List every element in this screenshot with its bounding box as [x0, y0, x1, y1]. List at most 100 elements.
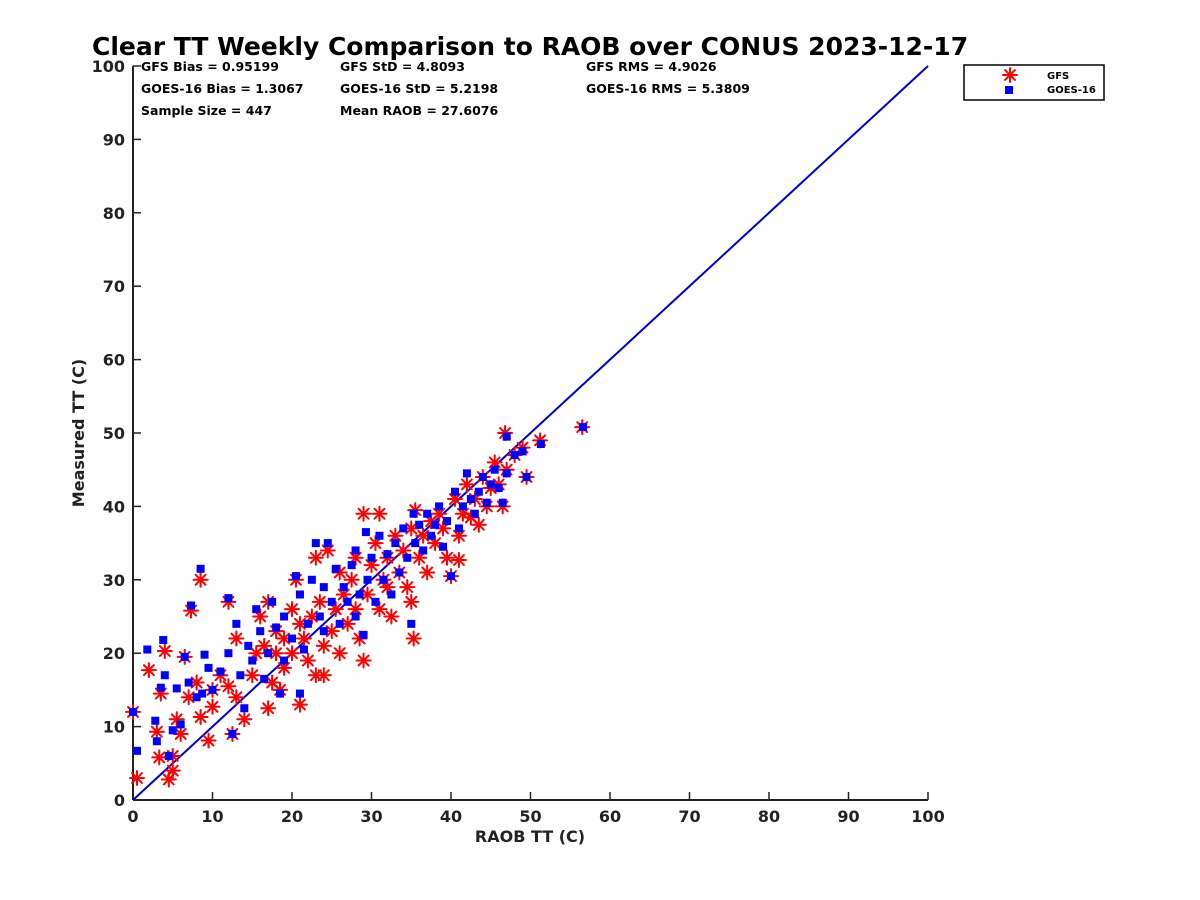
x-tick-label: 90 [837, 807, 859, 826]
goes-point [184, 678, 193, 687]
y-tick-label: 30 [103, 571, 125, 590]
goes-legend-square [1005, 86, 1013, 94]
goes-point [260, 674, 269, 683]
gfs-point [299, 652, 316, 669]
goes-point [291, 572, 300, 581]
goes-point [268, 597, 277, 606]
goes-point [244, 641, 253, 650]
x-tick-label: 20 [281, 807, 303, 826]
gfs-point [419, 564, 436, 581]
gfs-point [403, 593, 420, 610]
goes-point [518, 447, 527, 456]
gfs-point [470, 516, 487, 533]
legend-goes-label: GOES-16 [1047, 85, 1096, 96]
x-tick-label: 0 [127, 807, 138, 826]
goes-point [151, 716, 160, 725]
x-tick-label: 30 [360, 807, 382, 826]
goes-rms-stat: GOES-16 RMS = 5.3809 [586, 81, 750, 96]
gfs-point [399, 579, 416, 596]
gfs-point [405, 630, 422, 647]
goes-point [351, 612, 360, 621]
goes-point [439, 542, 448, 551]
gfs-point [156, 642, 173, 659]
goes-point [536, 440, 545, 449]
gfs-point [439, 549, 456, 566]
goes-point [204, 663, 213, 672]
goes-point [498, 498, 507, 507]
gfs-point [363, 557, 380, 574]
goes-point [156, 683, 165, 692]
gfs-point [359, 586, 376, 603]
goes-point [307, 575, 316, 584]
y-axis-label: Measured TT (C) [69, 359, 88, 507]
x-tick-label: 50 [519, 807, 541, 826]
goes-point [407, 619, 416, 628]
goes-point [187, 601, 196, 610]
gfs-point [450, 551, 467, 568]
goes-point [339, 583, 348, 592]
gfs-point [140, 662, 157, 679]
goes-point [343, 597, 352, 606]
gfs-point [192, 709, 209, 726]
gfs-point [295, 630, 312, 647]
gfs-point [260, 700, 277, 717]
goes-point [159, 635, 168, 644]
y-tick-label: 70 [103, 277, 125, 296]
goes-point [486, 480, 495, 489]
chart-title: Clear TT Weekly Comparison to RAOB over … [92, 32, 968, 61]
gfs-point [431, 505, 448, 522]
goes-point [228, 729, 237, 738]
plot-axes: 0 10 20 30 40 50 60 70 80 90 100 0 10 20 30 40 50 60 70 80 9… [92, 57, 945, 826]
goes-point [180, 652, 189, 661]
goes-point [232, 619, 241, 628]
goes-point [443, 517, 452, 526]
goes-point [176, 720, 185, 729]
goes-point [359, 630, 368, 639]
goes-point [351, 546, 360, 555]
gfs-std-stat: GFS StD = 4.8093 [340, 59, 465, 74]
goes-point [319, 583, 328, 592]
goes-point [295, 689, 304, 698]
goes-point [427, 531, 436, 540]
goes-point [462, 469, 471, 478]
goes-point [295, 590, 304, 599]
goes-point [395, 568, 404, 577]
sample-size-stat: Sample Size = 447 [141, 103, 272, 118]
goes-point [299, 645, 308, 654]
gfs-rms-stat: GFS RMS = 4.9026 [586, 59, 717, 74]
gfs-point [311, 593, 328, 610]
goes-point [379, 575, 388, 584]
goes-point [323, 539, 332, 548]
gfs-point [148, 723, 165, 740]
x-tick-label: 10 [201, 807, 223, 826]
gfs-point [383, 608, 400, 625]
gfs-point [343, 571, 360, 588]
goes-point [280, 612, 289, 621]
goes-point [403, 553, 412, 562]
gfs-point [395, 542, 412, 559]
goes-point [578, 423, 587, 432]
goes-point [510, 451, 519, 460]
gfs-point [276, 630, 293, 647]
goes-bias-stat: GOES-16 Bias = 1.3067 [141, 81, 303, 96]
gfs-point [427, 535, 444, 552]
goes-point [240, 704, 249, 713]
gfs-point [268, 645, 285, 662]
gfs-point [315, 637, 332, 654]
goes-point [399, 524, 408, 533]
goes-point [435, 502, 444, 511]
goes-point [383, 550, 392, 559]
goes-point [423, 509, 432, 518]
goes-point [172, 684, 181, 693]
y-tick-label: 80 [103, 204, 125, 223]
gfs-point [236, 711, 253, 728]
goes-point [152, 737, 161, 746]
goes-point [458, 502, 467, 511]
gfs-point [164, 762, 181, 779]
goes-point [502, 469, 511, 478]
gfs-point [335, 586, 352, 603]
goes-point [482, 498, 491, 507]
goes-point [196, 564, 205, 573]
gfs-point [228, 689, 245, 706]
goes-point [288, 634, 296, 643]
